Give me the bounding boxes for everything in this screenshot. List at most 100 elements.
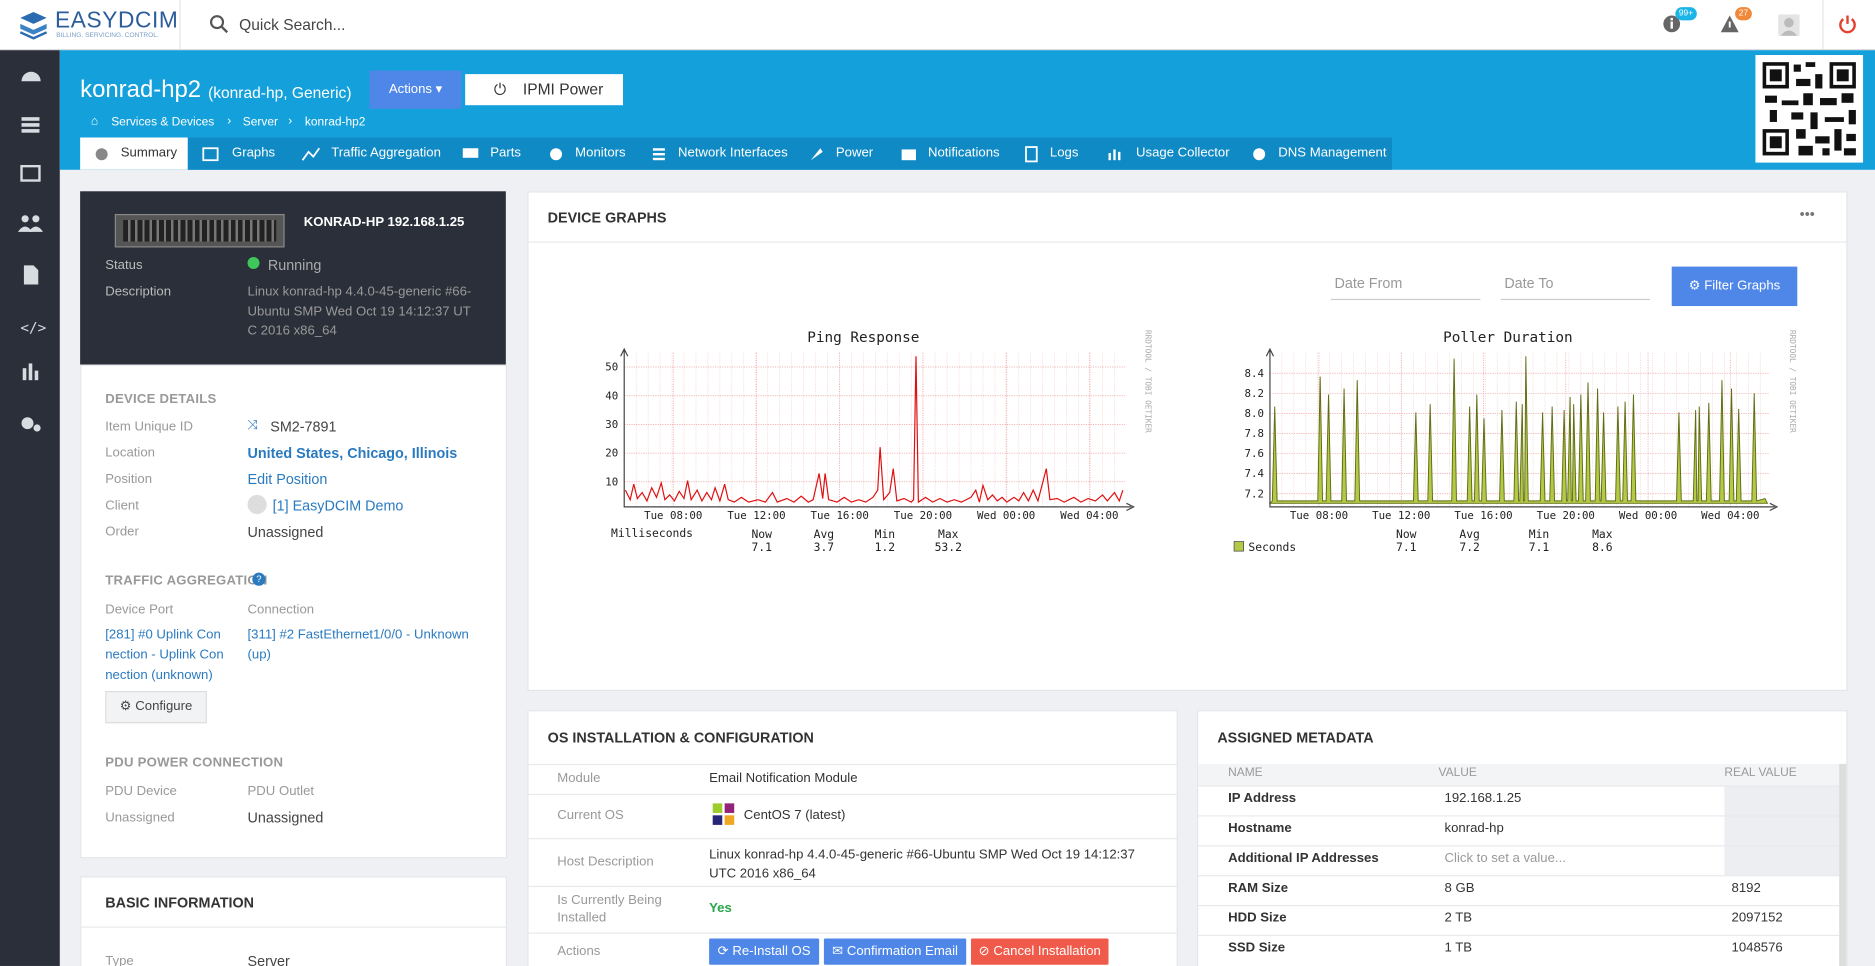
- table-cell: RAM Size: [1228, 881, 1289, 896]
- scrollbar[interactable]: [1839, 763, 1847, 966]
- port-link[interactable]: [281] #0 Uplink Connection - Uplink Conn…: [105, 627, 224, 683]
- tab[interactable]: Traffic Aggregation: [331, 145, 441, 161]
- table-cell: 2 TB: [1444, 910, 1473, 926]
- breadcrumb-sep: ›: [288, 114, 293, 128]
- page-title: konrad-hp2: [80, 76, 202, 103]
- table-cell: Click to set a value...: [1444, 851, 1566, 866]
- panel-menu[interactable]: •••: [1799, 205, 1815, 223]
- os-value: Yes: [709, 901, 732, 916]
- description-value: Linux konrad-hp 4.4.0-45-generic #66-Ubu…: [247, 284, 472, 339]
- table-cell: Hostname: [1228, 821, 1292, 836]
- sidebar-icons[interactable]: </>: [0, 50, 60, 456]
- detail-label: Position: [105, 472, 153, 487]
- help-icon[interactable]: ?: [252, 572, 266, 586]
- date-to-input[interactable]: Date To: [1500, 269, 1651, 301]
- configure-label: Configure: [135, 699, 193, 714]
- date-from-placeholder: Date From: [1334, 274, 1403, 292]
- shuffle-icon: ⤨: [247, 418, 259, 433]
- table-cell: konrad-hp: [1444, 821, 1504, 836]
- tab[interactable]: Logs: [1049, 145, 1079, 161]
- button-label: Confirmation Email: [846, 944, 958, 959]
- table-cell: 2097152: [1731, 910, 1783, 926]
- info-icon[interactable]: [1662, 14, 1681, 33]
- position-link[interactable]: Edit Position: [247, 471, 328, 488]
- tab[interactable]: Network Interfaces: [678, 145, 788, 161]
- os-value: CentOS 7 (latest): [743, 808, 846, 823]
- device-graphs-panel: [527, 191, 1848, 691]
- button-label: Cancel Installation: [993, 944, 1101, 959]
- connection-link[interactable]: [311] #2 FastEthernet1/0/0 - Unknown (up…: [247, 627, 469, 663]
- configure-button[interactable]: ⚙ Configure: [105, 690, 207, 724]
- tab[interactable]: Summary: [120, 145, 178, 161]
- detail-value: Unassigned: [247, 523, 324, 541]
- tab[interactable]: Usage Collector: [1136, 145, 1230, 161]
- divider: [1198, 785, 1840, 787]
- pdu-value: Unassigned: [105, 810, 175, 825]
- server-drive-bays: [123, 219, 277, 242]
- top-bar: EASYDCIM BILLING. SERVICING. CONTROL. Qu…: [0, 0, 1875, 51]
- detail-label: Type: [105, 954, 134, 966]
- logo-icon: [19, 11, 48, 40]
- date-from-input[interactable]: Date From: [1330, 269, 1481, 301]
- filter-button[interactable]: ⚙ Filter Graphs: [1671, 266, 1798, 307]
- tab[interactable]: Monitors: [575, 145, 626, 161]
- location-link[interactable]: United States, Chicago, Illinois: [247, 444, 458, 462]
- ipmi-button[interactable]: ⏻ IPMI Power: [465, 74, 624, 106]
- actions-button[interactable]: Actions ▾: [369, 70, 462, 109]
- divider: [1198, 904, 1840, 907]
- detail-value: Server: [247, 952, 290, 966]
- svg-text:</>: </>: [20, 320, 46, 336]
- tab[interactable]: Graphs: [231, 145, 276, 161]
- section-heading: PDU POWER CONNECTION: [105, 755, 284, 770]
- logo-tagline: BILLING. SERVICING. CONTROL.: [56, 32, 159, 40]
- tab[interactable]: DNS Management: [1278, 145, 1387, 161]
- filter-label: Filter Graphs: [1704, 278, 1781, 293]
- date-to-placeholder: Date To: [1504, 274, 1554, 292]
- breadcrumb-item[interactable]: Services & Devices: [111, 115, 215, 130]
- column-label: Device Port: [105, 602, 174, 617]
- tab-icons: [95, 146, 1266, 163]
- ipmi-label: IPMI Power: [522, 80, 604, 99]
- divider: [1822, 0, 1824, 50]
- table-cell: 8192: [1731, 881, 1761, 896]
- detail-label: Client: [105, 498, 139, 513]
- pdu-value: Unassigned: [247, 809, 324, 827]
- avatar[interactable]: [1778, 14, 1800, 36]
- actions-label: Actions: [388, 82, 432, 97]
- reinstall-button[interactable]: ⟳ Re-Install OS: [709, 938, 820, 965]
- tab[interactable]: Notifications: [927, 145, 1000, 161]
- divider: [179, 0, 181, 50]
- column-header: REAL VALUE: [1724, 766, 1797, 780]
- server-image: [114, 213, 285, 248]
- info-badge: 99+: [1675, 7, 1697, 21]
- table-cell: HDD Size: [1228, 910, 1287, 926]
- page-subtitle: (konrad-hp, Generic): [208, 83, 352, 102]
- alert-icon[interactable]: [1720, 14, 1740, 33]
- breadcrumb-item: konrad-hp2: [304, 115, 366, 130]
- column-label: PDU Outlet: [247, 784, 315, 799]
- confirmation-email-button[interactable]: ✉ Confirmation Email: [823, 938, 967, 965]
- power-icon[interactable]: [1838, 14, 1857, 34]
- cancel-installation-button[interactable]: ⊘ Cancel Installation: [970, 938, 1109, 965]
- divider: [1198, 875, 1840, 877]
- divider: [528, 793, 1177, 796]
- qr-code: [1755, 54, 1864, 163]
- table-cell: SSD Size: [1228, 940, 1286, 956]
- table-cell: Additional IP Addresses: [1228, 851, 1379, 866]
- device-details-panel: [80, 364, 508, 859]
- os-value: Linux konrad-hp 4.4.0-45-generic #66-Ubu…: [709, 847, 1135, 882]
- client-link[interactable]: [1] EasyDCIM Demo: [272, 497, 404, 515]
- os-value: Email Notification Module: [709, 771, 858, 786]
- section-heading: DEVICE DETAILS: [105, 392, 217, 407]
- column-label: PDU Device: [105, 784, 177, 799]
- tab[interactable]: Power: [835, 145, 874, 161]
- description-label: Description: [105, 284, 172, 299]
- tab[interactable]: Parts: [490, 145, 521, 161]
- search-input[interactable]: Quick Search...: [239, 15, 346, 34]
- client-avatar: [247, 494, 267, 515]
- column-header: VALUE: [1438, 766, 1477, 780]
- breadcrumb-item[interactable]: Server: [242, 115, 278, 130]
- power-glyph: ⏻: [493, 80, 507, 99]
- divider: [1198, 845, 1840, 847]
